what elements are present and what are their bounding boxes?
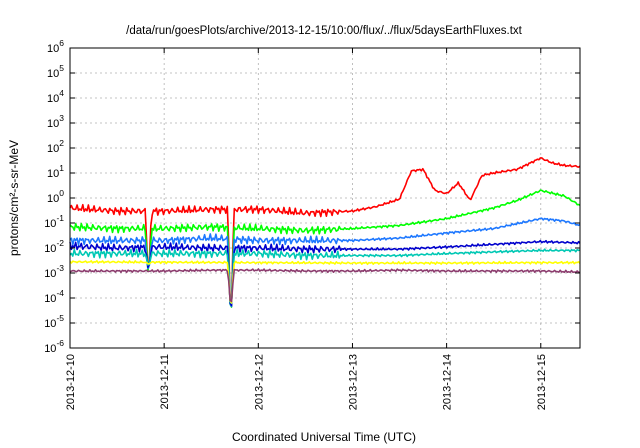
y-tick-label: 102	[47, 138, 64, 155]
series-line	[69, 248, 581, 304]
series-group	[69, 157, 581, 308]
x-ticks: 2013-12-10 2013-12-11 2013-12-12 2013-12-13…	[65, 48, 548, 410]
x-tick-label: 2013-12-13	[347, 354, 359, 410]
series-line	[69, 217, 581, 308]
series-line	[69, 260, 581, 304]
grid-lines	[70, 48, 580, 348]
x-tick-label: 2013-12-10	[65, 354, 77, 410]
y-tick-label: 10-4	[44, 288, 64, 305]
x-tick-label: 2013-12-12	[253, 354, 265, 410]
x-tick-label: 2013-12-15	[536, 354, 548, 410]
x-tick-label: 2013-12-14	[442, 354, 454, 410]
series-line	[69, 239, 581, 307]
y-tick-label: 100	[47, 188, 64, 205]
y-tick-label: 104	[47, 88, 64, 105]
y-tick-label: 10-6	[44, 338, 64, 355]
y-tick-label: 106	[47, 38, 64, 55]
y-axis-label: protons/cm²-s-sr-MeV	[7, 140, 21, 256]
series-line	[69, 157, 581, 308]
series-line	[69, 189, 581, 308]
y-tick-label: 10-5	[44, 313, 64, 330]
chart-title: /data/run/goesPlots/archive/2013-12-15/1…	[126, 25, 522, 37]
x-axis-label: Coordinated Universal Time (UTC)	[232, 430, 416, 444]
y-tick-label: 10-1	[44, 213, 64, 230]
x-tick-label: 2013-12-11	[159, 354, 171, 409]
y-tick-label: 10-2	[44, 238, 64, 255]
y-tick-label: 103	[47, 113, 64, 130]
y-tick-label: 10-3	[44, 263, 64, 280]
y-tick-label: 105	[47, 63, 64, 80]
y-ticks: 10-6 10-5 10-4 10-3 10-2 10-1 100 101 102 103 104 1…	[44, 38, 580, 355]
y-tick-label: 101	[47, 163, 64, 180]
series-line	[69, 268, 581, 303]
